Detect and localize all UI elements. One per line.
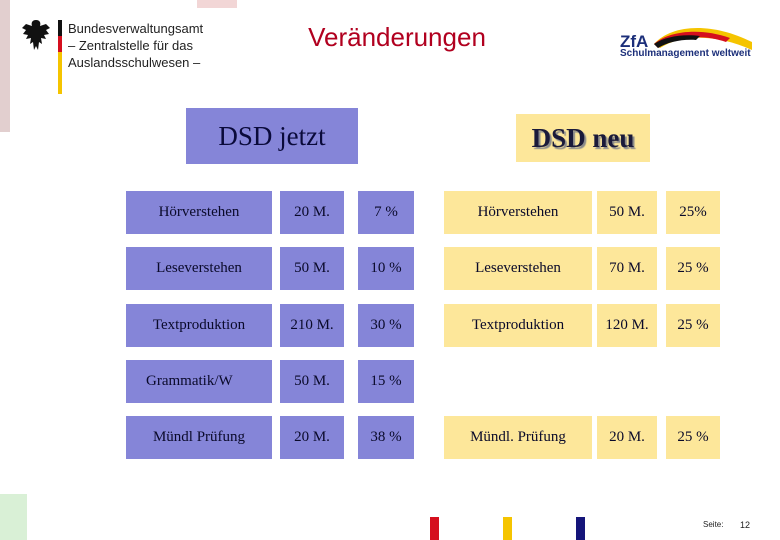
- new-minutes-cell: 120 M.: [597, 304, 657, 347]
- flag-stripe-black: [58, 20, 62, 36]
- old-percent-cell: 30 %: [358, 304, 414, 347]
- federal-eagle-icon: [22, 20, 50, 50]
- footer-bar-yellow: [503, 517, 512, 540]
- footer-bar-blue: [576, 517, 585, 540]
- flag-stripe-gold: [58, 52, 62, 94]
- old-percent-cell: 7 %: [358, 191, 414, 234]
- new-percent-cell: 25 %: [666, 247, 720, 290]
- agency-line-3: Auslandsschulwesen –: [68, 55, 201, 70]
- agency-name: Bundesverwaltungsamt – Zentralstelle für…: [68, 20, 203, 71]
- old-minutes-cell: 20 M.: [280, 191, 344, 234]
- new-label-cell: Hörverstehen: [444, 191, 592, 234]
- old-minutes-cell: 50 M.: [280, 360, 344, 403]
- old-label-cell: Mündl Prüfung: [126, 416, 272, 459]
- old-label-cell: Grammatik/W: [126, 360, 272, 403]
- new-percent-cell: 25%: [666, 191, 720, 234]
- heading-dsd-new: DSD neu: [516, 114, 650, 162]
- new-percent-cell: 25 %: [666, 416, 720, 459]
- page-label: Seite:: [703, 520, 724, 529]
- new-minutes-cell: 50 M.: [597, 191, 657, 234]
- page-title: Veränderungen: [308, 22, 486, 52]
- agency-line-2: – Zentralstelle für das: [68, 38, 194, 53]
- page-number: 12: [740, 520, 751, 530]
- zfa-logo-text: ZfA: [620, 32, 648, 51]
- old-minutes-cell: 50 M.: [280, 247, 344, 290]
- heading-dsd-old: DSD jetzt: [186, 108, 358, 164]
- footer-bar-red: [430, 517, 439, 540]
- old-label-cell: Hörverstehen: [126, 191, 272, 234]
- header-side-bar: [0, 0, 10, 132]
- old-percent-cell: 10 %: [358, 247, 414, 290]
- old-percent-cell: 38 %: [358, 416, 414, 459]
- old-percent-cell: 15 %: [358, 360, 414, 403]
- old-label-cell: Textproduktion: [126, 304, 272, 347]
- flag-stripe-red: [58, 36, 62, 52]
- old-minutes-cell: 210 M.: [280, 304, 344, 347]
- old-minutes-cell: 20 M.: [280, 416, 344, 459]
- footer-side-bar: [0, 494, 27, 540]
- new-percent-cell: 25 %: [666, 304, 720, 347]
- old-label-cell: Leseverstehen: [126, 247, 272, 290]
- header-top-accent: [197, 0, 237, 8]
- new-label-cell: Textproduktion: [444, 304, 592, 347]
- new-minutes-cell: 70 M.: [597, 247, 657, 290]
- new-minutes-cell: 20 M.: [597, 416, 657, 459]
- page-title-wrapper: Veränderungen: [0, 22, 780, 53]
- zfa-logo: ZfA: [620, 27, 752, 51]
- agency-line-1: Bundesverwaltungsamt: [68, 21, 204, 36]
- new-label-cell: Leseverstehen: [444, 247, 592, 290]
- new-label-cell: Mündl. Prüfung: [444, 416, 592, 459]
- zfa-logo-subtitle: Schulmanagement weltweit: [620, 48, 751, 59]
